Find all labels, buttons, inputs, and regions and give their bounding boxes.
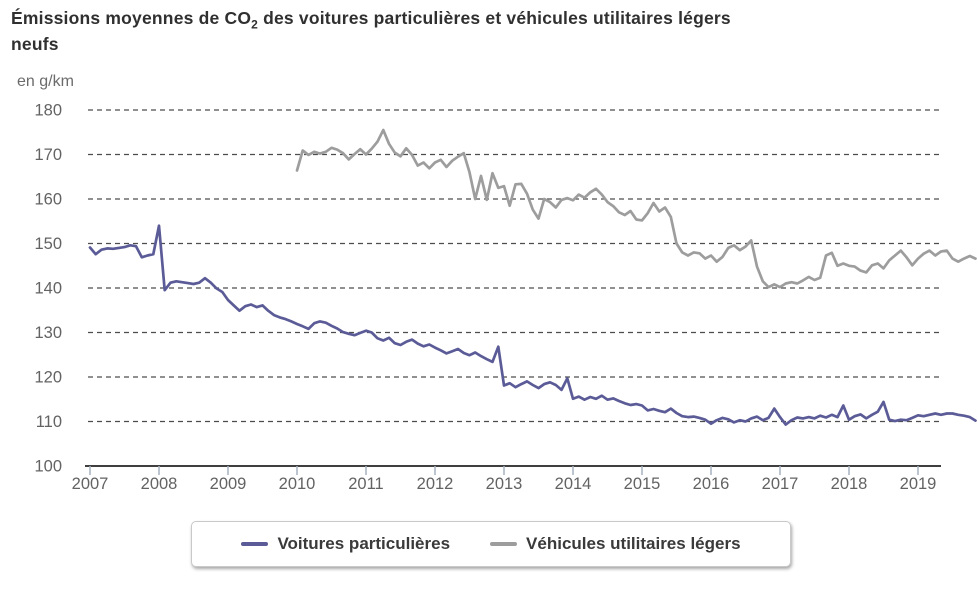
chart-title-text-rest: des voitures particulières et véhicules …	[258, 8, 731, 28]
y-axis-label-140: 140	[34, 280, 62, 298]
x-axis-label-2018: 2018	[831, 475, 868, 493]
y-axis-label-110: 110	[36, 413, 62, 431]
legend-item-voitures-particulieres: Voitures particulières	[241, 534, 450, 554]
legend-item-vehicules-utilitaires: Véhicules utilitaires légers	[490, 534, 741, 554]
y-axis-label-120: 120	[34, 369, 62, 387]
series-line-v-hicules-utilitaires-l-gers	[295, 128, 977, 289]
legend-label-vehicules-utilitaires: Véhicules utilitaires légers	[526, 534, 741, 553]
y-axis-label-160: 160	[34, 191, 62, 209]
x-axis-label-2013: 2013	[486, 475, 523, 493]
y-axis-label-150: 150	[34, 235, 62, 253]
x-axis-label-2011: 2011	[348, 475, 383, 493]
legend-swatch-voitures-particulieres	[241, 542, 269, 546]
legend: Voitures particulières Véhicules utilita…	[191, 521, 791, 567]
x-axis-label-2009: 2009	[210, 475, 247, 493]
x-axis-label-2015: 2015	[624, 475, 661, 493]
series-line-voitures-particuli-res	[88, 224, 977, 426]
x-axis-label-2016: 2016	[693, 475, 730, 493]
x-axis-label-2019: 2019	[900, 475, 937, 493]
y-axis-label-130: 130	[34, 324, 62, 342]
chart-title-line2: neufs	[11, 34, 59, 54]
co2-subscript: 2	[251, 17, 259, 32]
x-axis-label-2010: 2010	[279, 475, 316, 493]
y-axis-label-180: 180	[34, 102, 62, 120]
legend-swatch-vehicules-utilitaires	[490, 542, 518, 546]
chart-title: Émissions moyennes de CO2 des voitures p…	[11, 5, 919, 57]
legend-label-voitures-particulieres: Voitures particulières	[277, 534, 451, 553]
x-axis-label-2008: 2008	[141, 475, 178, 493]
x-axis-label-2007: 2007	[72, 475, 109, 493]
y-axis-label-100: 100	[34, 458, 62, 476]
x-axis-label-2012: 2012	[417, 475, 454, 493]
y-axis-label-170: 170	[34, 146, 62, 164]
x-axis-label-2017: 2017	[762, 475, 799, 493]
y-axis-unit-label: en g/km	[17, 73, 74, 90]
x-axis-label-2014: 2014	[555, 475, 592, 493]
chart-title-text: Émissions moyennes de CO	[11, 8, 252, 28]
